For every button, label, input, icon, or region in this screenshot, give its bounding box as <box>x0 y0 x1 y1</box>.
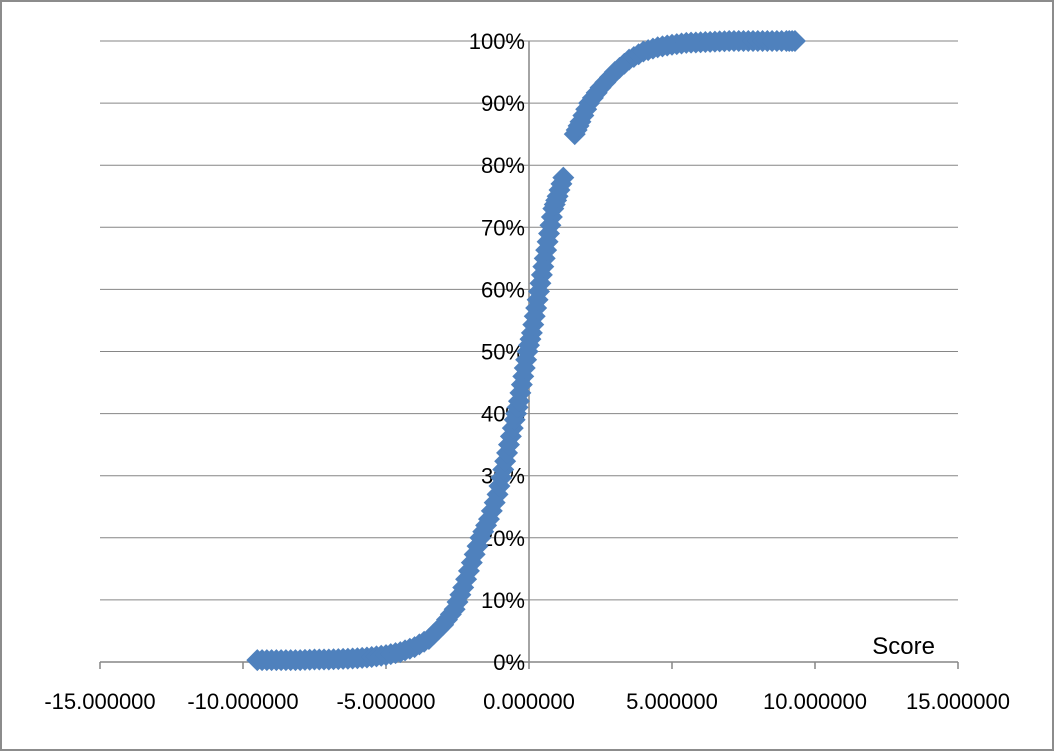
data-points <box>246 30 806 672</box>
x-tick-label: 10.000000 <box>763 689 867 714</box>
x-tick-label: 5.000000 <box>626 689 718 714</box>
data-point <box>783 30 806 52</box>
x-tick-label: -5.000000 <box>336 689 435 714</box>
x-tick-labels: -15.000000 -10.000000 -5.000000 0.000000 5.0… <box>44 689 1010 714</box>
x-tick-label: 15.000000 <box>906 689 1010 714</box>
x-tick-label: 0.000000 <box>483 689 575 714</box>
x-tick-label: -10.000000 <box>187 689 298 714</box>
y-tick-label: 60% <box>481 277 525 302</box>
y-tick-label: 10% <box>481 588 525 613</box>
y-tick-label: 80% <box>481 153 525 178</box>
y-tick-label: 100% <box>469 29 525 54</box>
y-tick-label: 70% <box>481 215 525 240</box>
x-axis-title: Score <box>872 633 935 660</box>
x-tick-label: -15.000000 <box>44 689 155 714</box>
data-point <box>477 508 500 531</box>
data-point <box>552 166 575 189</box>
y-tick-label: 90% <box>481 91 525 116</box>
y-tick-label: 0% <box>493 650 525 675</box>
